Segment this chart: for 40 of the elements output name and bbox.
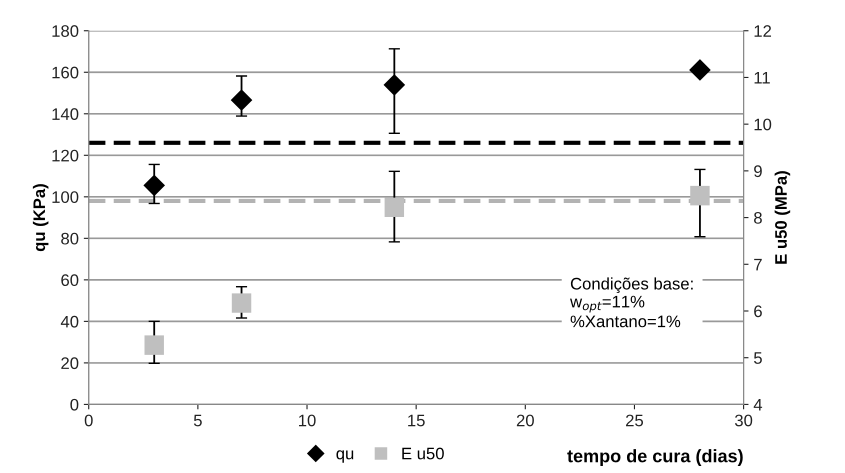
y-tick-label: 180 bbox=[52, 25, 78, 37]
point bbox=[384, 198, 404, 218]
x-tick-label: 20 bbox=[516, 414, 534, 426]
y2-tick-label: 7 bbox=[754, 258, 762, 270]
y2-tick-label: 8 bbox=[754, 212, 762, 224]
y-tick-label: 120 bbox=[52, 150, 78, 162]
y2-tick-label: 6 bbox=[754, 305, 762, 318]
annotation: Condições base: w$_{opt}$=11% %Xantano=1% bbox=[570, 277, 693, 328]
y2-tick-label: 9 bbox=[754, 165, 762, 178]
y2-tick-label: 11 bbox=[754, 72, 770, 84]
y2-tick-label: 10 bbox=[754, 118, 772, 130]
y-tick-label: 140 bbox=[52, 108, 78, 120]
point bbox=[690, 186, 710, 206]
point bbox=[232, 293, 252, 313]
x-tick-label: 25 bbox=[626, 414, 644, 426]
y-tick-label: 40 bbox=[60, 316, 78, 328]
y-axis-title: qu (KPa) bbox=[32, 184, 48, 252]
y2-tick-label: 4 bbox=[754, 398, 762, 410]
point bbox=[384, 74, 405, 96]
legend-label: qu bbox=[336, 450, 354, 463]
point bbox=[689, 59, 710, 80]
point bbox=[231, 90, 252, 111]
x-axis-title: tempo de cura (dias) bbox=[567, 449, 743, 466]
y-tick-label: 100 bbox=[52, 191, 78, 204]
y2-axis-title: E u50 (MPa) bbox=[774, 171, 790, 264]
y2-tick-label: 5 bbox=[754, 352, 762, 364]
x-tick-label: 30 bbox=[734, 414, 752, 426]
point bbox=[144, 335, 164, 355]
y-tick-label: 80 bbox=[61, 232, 78, 245]
y-tick-label: 160 bbox=[52, 66, 78, 78]
x-tick-label: 10 bbox=[299, 414, 316, 426]
x-tick-label: 0 bbox=[84, 414, 93, 426]
y-tick-label: 0 bbox=[70, 398, 78, 411]
x-tick-label: 15 bbox=[408, 414, 425, 426]
x-tick-label: 5 bbox=[194, 414, 202, 426]
legend-label: E u50 bbox=[402, 448, 444, 460]
y2-tick-label: 12 bbox=[754, 25, 772, 37]
point bbox=[144, 174, 165, 196]
y-tick-label: 20 bbox=[61, 357, 78, 370]
y-tick-label: 60 bbox=[61, 274, 78, 286]
